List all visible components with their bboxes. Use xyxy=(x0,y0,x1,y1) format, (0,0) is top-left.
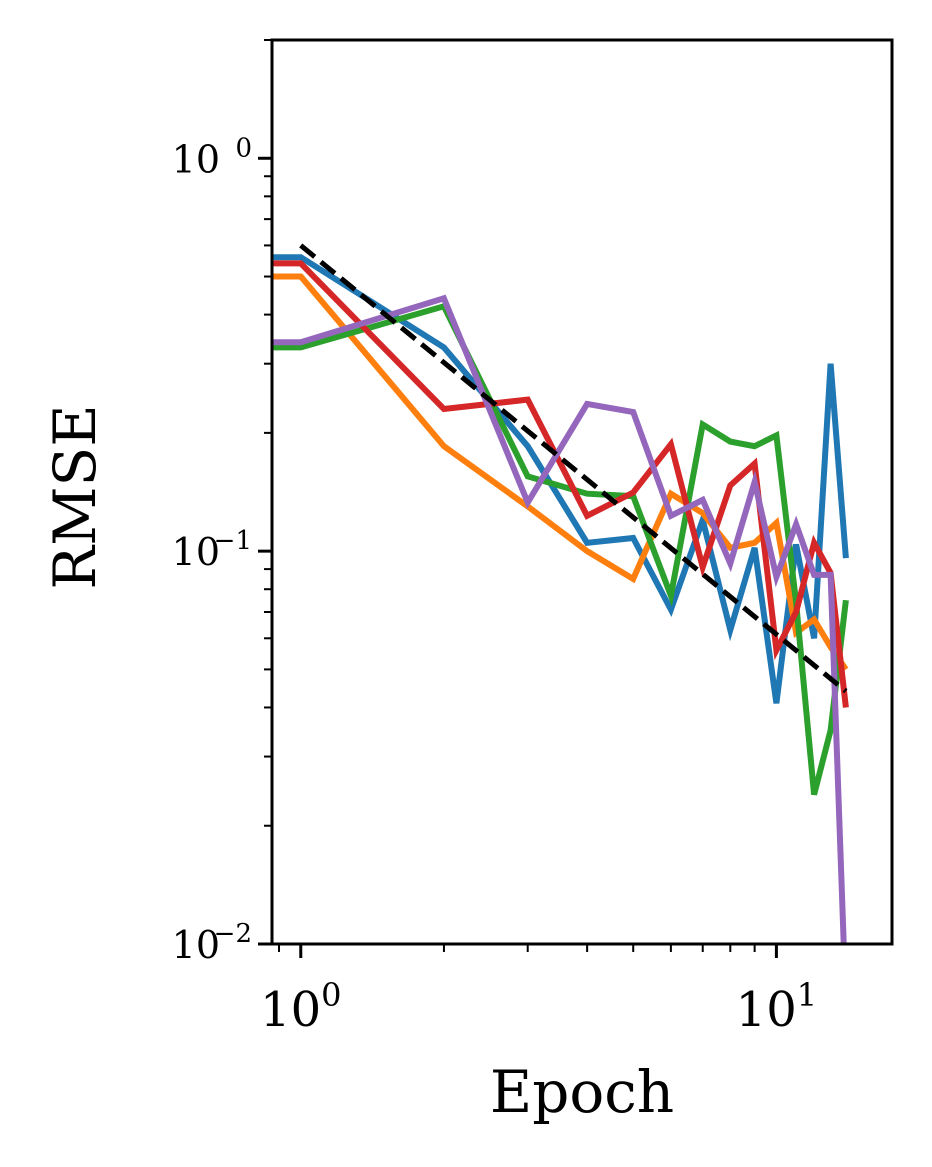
y-tick-exponent: −2 xyxy=(214,919,252,949)
y-tick-exponent: 0 xyxy=(235,133,252,163)
series-5-line xyxy=(272,294,847,944)
series-layer xyxy=(272,243,849,944)
series-1-line xyxy=(272,254,849,704)
y-tick-label: 10 xyxy=(172,137,220,181)
series-2-line xyxy=(272,273,849,672)
y-axis-label: RMSE xyxy=(41,404,109,589)
series-3-line xyxy=(272,302,849,796)
x-axis-label: Epoch xyxy=(490,1058,674,1126)
plot-frame xyxy=(270,38,894,946)
x-tick-label: 100 xyxy=(260,976,341,1038)
reference-line xyxy=(299,243,848,694)
y-tick-label: 10 xyxy=(172,923,220,967)
y-tick-label: 10 xyxy=(172,530,220,574)
y-tick-exponent: −1 xyxy=(214,526,252,556)
x-tick-label: 101 xyxy=(736,976,817,1038)
